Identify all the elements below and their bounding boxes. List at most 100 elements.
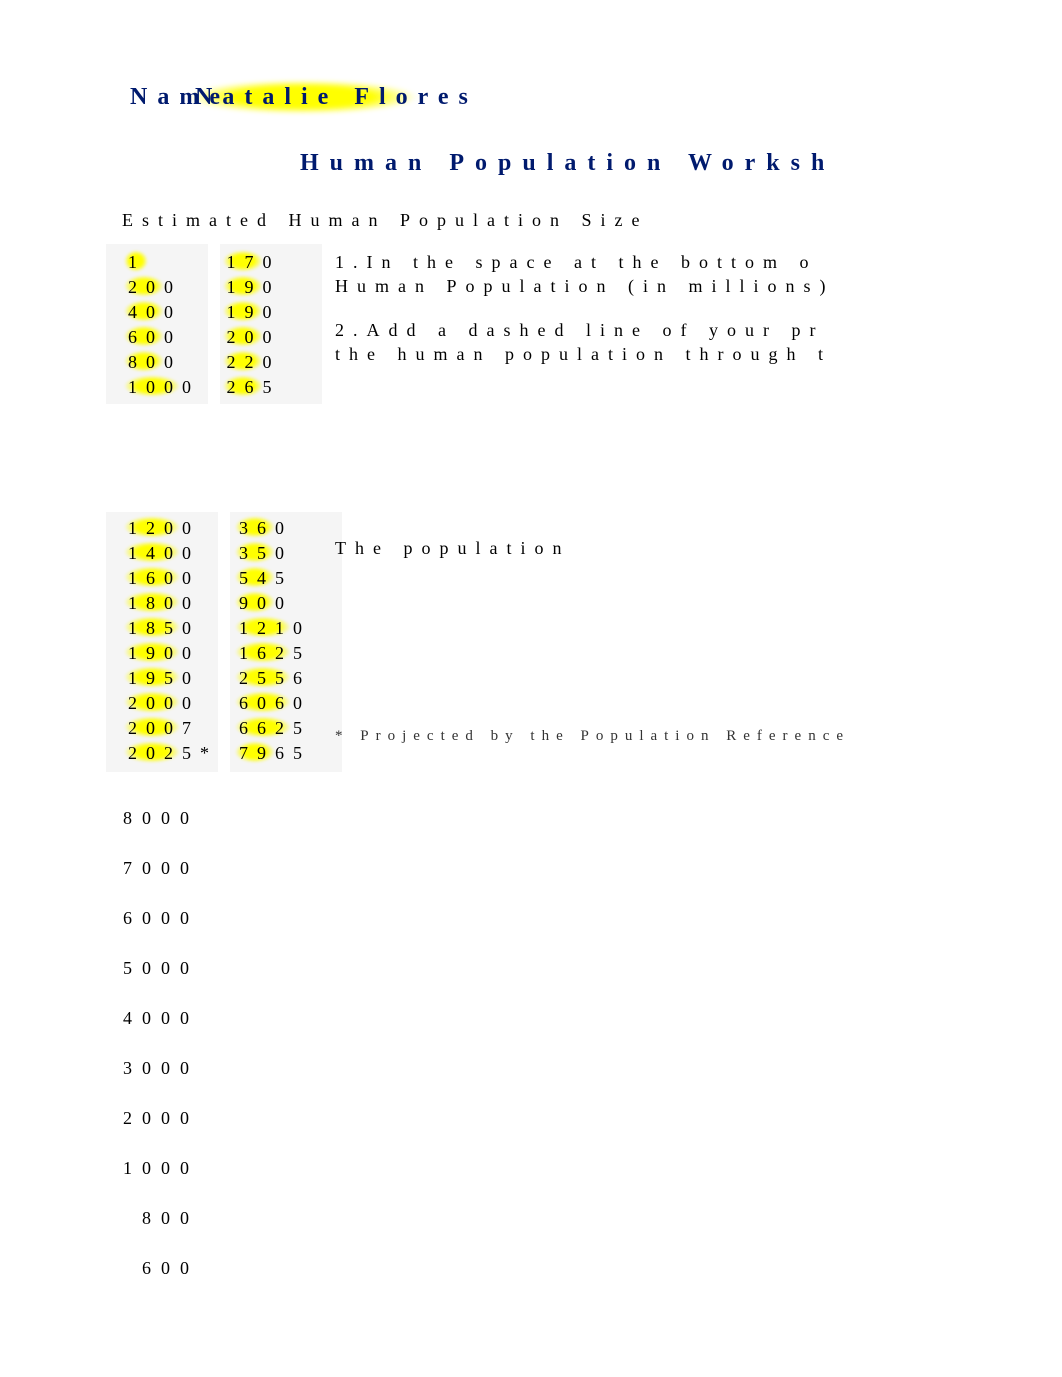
population-value: 200 [227, 327, 281, 347]
worksheet-page: Name Natalie Flores Human Population Wor… [0, 0, 1062, 1377]
year-cell: 1400 [110, 543, 239, 564]
year-value: 600 [128, 327, 182, 347]
year-cell: 1200 [110, 518, 239, 539]
year-value: 1900 [128, 643, 200, 663]
year-value: 2007 [128, 718, 200, 738]
year-value: 1950 [128, 668, 200, 688]
student-name: Natalie Flores [195, 84, 478, 111]
table-row: 1950 2556 [110, 666, 350, 691]
table-row: 1850 1210 [110, 616, 350, 641]
year-cell: 1850 [110, 618, 239, 639]
year-cell: 2000 [110, 693, 239, 714]
table-row: 1800 900 [110, 591, 350, 616]
table-row: 1900 1625 [110, 641, 350, 666]
answer-text: The population [335, 538, 570, 559]
section-subtitle: Estimated Human Population Size [122, 210, 648, 231]
population-value: 190 [227, 277, 281, 297]
year-value: 1000 [128, 377, 200, 397]
year-cell: 800 [110, 352, 227, 373]
population-value: 7965 [239, 743, 311, 763]
population-value: 265 [227, 377, 281, 397]
population-cell: 265 [227, 377, 326, 398]
population-cell: 2556 [239, 668, 350, 689]
population-table-2: 1200 360 1400 350 1600 545 1800 900 1850 1210 1900… [110, 516, 350, 766]
y-axis-tick: 7000 [109, 858, 199, 908]
year-value: 2000 [128, 693, 200, 713]
year-cell: 1600 [110, 568, 239, 589]
year-value: 1400 [128, 543, 200, 563]
population-value: 900 [239, 593, 293, 613]
population-value: 6060 [239, 693, 311, 713]
population-value: 1625 [239, 643, 311, 663]
year-value: 2025* [128, 743, 218, 763]
table-row: 2007 6625 [110, 716, 350, 741]
table-row: 1600 545 [110, 566, 350, 591]
table-row: 1000 265 [110, 375, 325, 400]
y-axis-tick: 1000 [109, 1158, 199, 1208]
year-cell: 600 [110, 327, 227, 348]
population-value: 170 [227, 252, 281, 272]
population-cell: 190 [227, 302, 326, 323]
chart-y-axis: 80007000600050004000300020001000800600 [109, 808, 199, 1308]
table-row: 1400 350 [110, 541, 350, 566]
population-cell: 6625 [239, 718, 350, 739]
population-value: 350 [239, 543, 293, 563]
population-cell: 360 [239, 518, 350, 539]
population-value: 1210 [239, 618, 311, 638]
year-cell: 1 [110, 252, 227, 273]
population-cell: 170 [227, 252, 326, 273]
population-cell: 545 [239, 568, 350, 589]
population-cell: 6060 [239, 693, 350, 714]
year-value: 1600 [128, 568, 200, 588]
table-row: 600 200 [110, 325, 325, 350]
y-axis-tick: 6000 [109, 908, 199, 958]
population-value: 360 [239, 518, 293, 538]
population-cell: 350 [239, 543, 350, 564]
y-axis-tick: 4000 [109, 1008, 199, 1058]
population-cell: 900 [239, 593, 350, 614]
projection-footnote: * Projected by the Population Reference [335, 728, 850, 745]
population-value: 220 [227, 352, 281, 372]
year-value: 1800 [128, 593, 200, 613]
year-cell: 200 [110, 277, 227, 298]
y-axis-tick: 600 [109, 1258, 199, 1308]
year-cell: 2007 [110, 718, 239, 739]
y-axis-tick: 800 [109, 1208, 199, 1258]
y-axis-tick: 8000 [109, 808, 199, 858]
instruction-line-2: Human Population (in millions) [335, 276, 835, 297]
year-cell: 400 [110, 302, 227, 323]
population-cell: 1625 [239, 643, 350, 664]
instruction-line-3: 2.Add a dashed line of your pr [335, 320, 824, 341]
y-axis-tick: 3000 [109, 1058, 199, 1108]
population-cell: 220 [227, 352, 326, 373]
year-value: 1200 [128, 518, 200, 538]
population-table-1: 1 170 200 190 400 190 600 200 800 220 1000 265 [110, 250, 325, 400]
y-axis-tick: 5000 [109, 958, 199, 1008]
year-value: 1 [128, 252, 146, 272]
year-cell: 1000 [110, 377, 227, 398]
table-row: 1 170 [110, 250, 325, 275]
population-value: 6625 [239, 718, 311, 738]
table-row: 2000 6060 [110, 691, 350, 716]
year-value: 200 [128, 277, 182, 297]
population-value: 545 [239, 568, 293, 588]
population-cell: 7965 [239, 743, 350, 764]
table-row: 1200 360 [110, 516, 350, 541]
year-value: 400 [128, 302, 182, 322]
table-row: 400 190 [110, 300, 325, 325]
table-row: 200 190 [110, 275, 325, 300]
instruction-line-1: 1.In the space at the bottom o [335, 252, 817, 273]
year-cell: 2025* [110, 743, 239, 764]
population-cell: 190 [227, 277, 326, 298]
year-value: 1850 [128, 618, 200, 638]
year-cell: 1800 [110, 593, 239, 614]
table-row: 800 220 [110, 350, 325, 375]
population-cell: 200 [227, 327, 326, 348]
year-value: 800 [128, 352, 182, 372]
population-value: 2556 [239, 668, 311, 688]
instruction-line-4: the human population through t [335, 344, 832, 365]
population-cell: 1210 [239, 618, 350, 639]
year-cell: 1950 [110, 668, 239, 689]
year-cell: 1900 [110, 643, 239, 664]
worksheet-title: Human Population Worksh [300, 150, 835, 177]
